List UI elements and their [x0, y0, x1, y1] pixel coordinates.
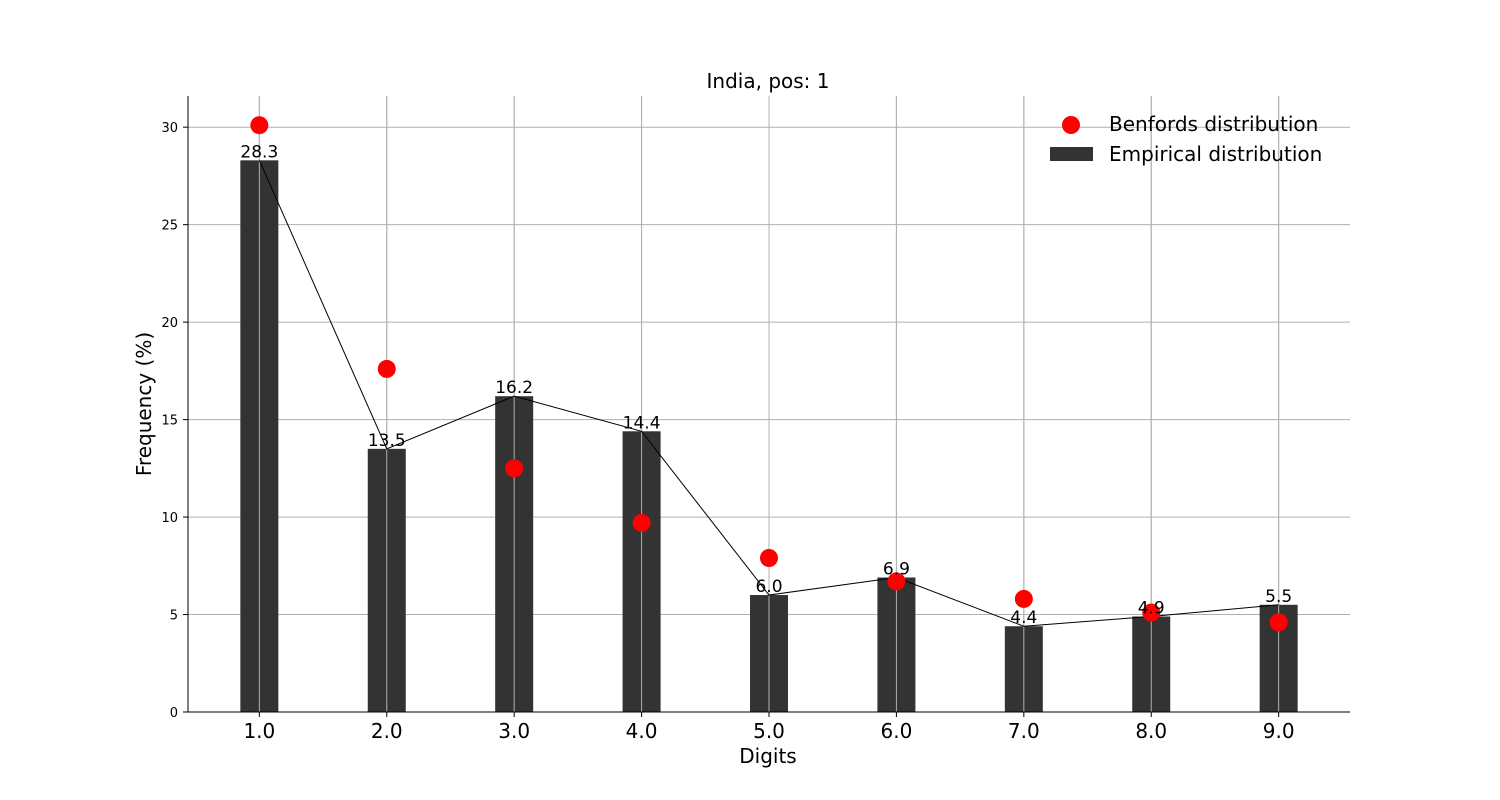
x-tick-label: 6.0	[881, 719, 913, 743]
legend-marker-empirical	[1050, 147, 1093, 161]
data-label: 4.9	[1138, 598, 1165, 618]
legend-label-empirical: Empirical distribution	[1109, 142, 1322, 166]
benford-point	[505, 459, 524, 478]
x-tick-label: 1.0	[243, 719, 275, 743]
legend-marker-benford	[1062, 116, 1080, 134]
data-label: 13.5	[368, 431, 406, 451]
x-tick-label: 2.0	[371, 719, 403, 743]
legend-label-benford: Benfords distribution	[1109, 112, 1318, 136]
x-tick-label: 4.0	[626, 719, 658, 743]
benford-points	[250, 116, 1288, 632]
data-label: 14.4	[623, 413, 661, 433]
benford-point	[1014, 589, 1033, 608]
x-tick-label: 8.0	[1135, 719, 1167, 743]
y-tick-label: 0	[170, 706, 178, 721]
x-tick-label: 9.0	[1263, 719, 1295, 743]
benford-point	[1142, 603, 1161, 622]
benford-point	[250, 116, 269, 135]
benford-point	[1269, 613, 1288, 632]
data-labels: 28.3 13.5 16.2 14.4 6.0 6.9 4.4 4.9 5.5	[240, 142, 1292, 628]
y-tick-label: 30	[161, 121, 178, 136]
y-tick-label: 20	[161, 316, 178, 331]
grid-overlay	[258, 96, 1280, 712]
x-tick-label: 7.0	[1008, 719, 1040, 743]
data-label: 6.9	[883, 559, 910, 579]
data-label: 28.3	[240, 142, 278, 162]
y-tick-label: 25	[161, 219, 178, 234]
empirical-polyline	[258, 160, 1279, 627]
y-tick-label: 10	[161, 511, 178, 526]
y-tick-label: 5	[170, 609, 178, 624]
benford-point	[377, 359, 396, 378]
x-tick-label: 5.0	[753, 719, 785, 743]
y-axis-label: Frequency (%)	[132, 332, 156, 476]
legend: Benfords distribution Empirical distribu…	[1050, 112, 1322, 166]
empirical-line	[258, 160, 1279, 627]
x-axis-label: Digits	[739, 744, 796, 768]
benford-point	[887, 572, 906, 591]
data-label: 16.2	[495, 378, 533, 398]
benford-point	[632, 513, 651, 532]
data-label: 6.0	[755, 577, 782, 597]
data-label: 4.4	[1010, 608, 1037, 628]
x-tick-label: 3.0	[498, 719, 530, 743]
ticks: 0 5 10 15 20 25 30 1.0 2.0 3.0 4.0 5.0 6.0 7.0 8.0 9.0	[161, 121, 1294, 743]
y-tick-label: 15	[161, 414, 178, 429]
data-label: 5.5	[1265, 587, 1292, 607]
chart-title: India, pos: 1	[707, 69, 830, 93]
benford-point	[760, 549, 778, 567]
